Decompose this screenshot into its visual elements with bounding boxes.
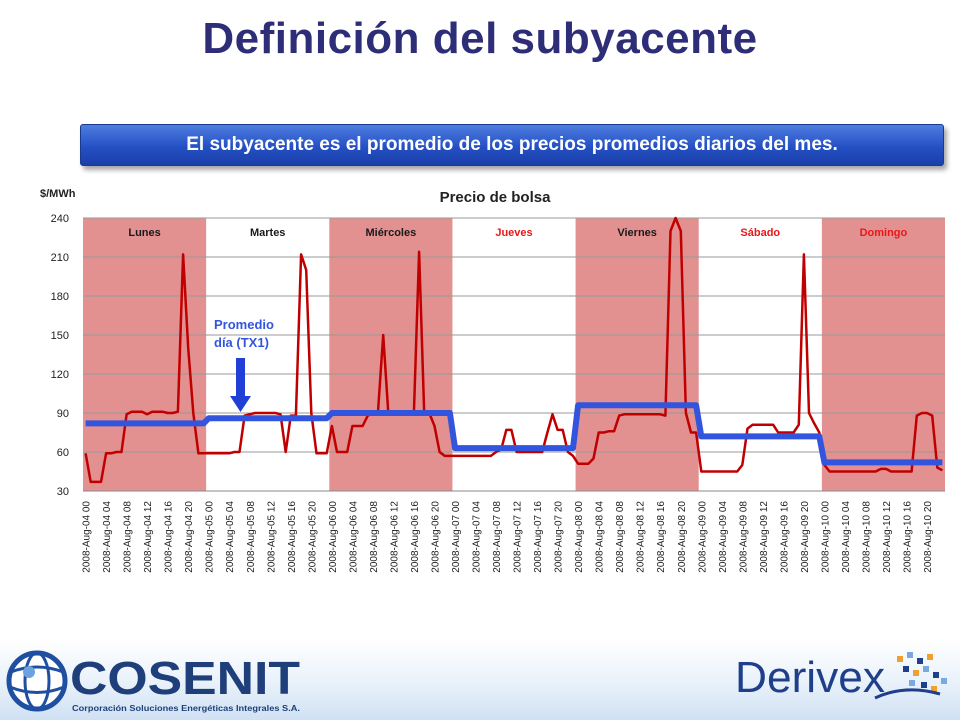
derivex-name: Derivex bbox=[735, 653, 885, 702]
x-tick-label: 2008-Aug-05 12 bbox=[266, 501, 277, 573]
grid-lines bbox=[83, 217, 945, 492]
y-tick-label: 240 bbox=[51, 213, 69, 225]
y-tick-label: 60 bbox=[57, 447, 69, 459]
down-arrow-icon bbox=[230, 358, 251, 412]
x-tick-label: 2008-Aug-04 12 bbox=[143, 501, 154, 573]
x-tick-label: 2008-Aug-06 12 bbox=[389, 501, 400, 573]
x-tick-label: 2008-Aug-10 00 bbox=[820, 501, 831, 573]
x-tick-label: 2008-Aug-07 12 bbox=[513, 501, 524, 573]
x-tick-label: 2008-Aug-07 04 bbox=[472, 501, 483, 573]
swoosh-icon bbox=[874, 688, 941, 700]
x-tick-label: 2008-Aug-08 00 bbox=[574, 501, 585, 573]
annotation-line2: día (TX1) bbox=[214, 335, 269, 350]
subtitle-banner-text: El subyacente es el promedio de los prec… bbox=[186, 134, 838, 155]
x-tick-label: 2008-Aug-08 04 bbox=[595, 501, 606, 573]
day-label: Sábado bbox=[740, 227, 780, 239]
derivex-logo: Derivex bbox=[735, 652, 947, 702]
x-tick-label: 2008-Aug-08 20 bbox=[677, 501, 688, 573]
x-tick-label: 2008-Aug-06 04 bbox=[348, 501, 359, 573]
x-tick-label: 2008-Aug-09 00 bbox=[697, 501, 708, 573]
y-tick-label: 90 bbox=[57, 408, 69, 420]
day-label: Jueves bbox=[495, 227, 532, 239]
x-tick-label: 2008-Aug-07 16 bbox=[533, 501, 544, 573]
x-tick-label: 2008-Aug-10 04 bbox=[841, 501, 852, 573]
x-tick-label: 2008-Aug-05 00 bbox=[205, 501, 216, 573]
x-tick-label: 2008-Aug-06 20 bbox=[430, 501, 441, 573]
x-tick-label: 2008-Aug-05 08 bbox=[246, 501, 257, 573]
annotation-line1: Promedio bbox=[214, 317, 274, 332]
price-line bbox=[84, 216, 943, 484]
cosenit-name: COSENIT bbox=[70, 652, 300, 704]
x-tick-label: 2008-Aug-07 20 bbox=[554, 501, 565, 573]
subtitle-banner: El subyacente es el promedio de los prec… bbox=[80, 124, 944, 166]
day-label: Martes bbox=[250, 227, 285, 239]
day-labels: Lunes Martes Miércoles Jueves Viernes Sábado D… bbox=[128, 227, 907, 239]
x-tick-label: 2008-Aug-05 04 bbox=[225, 501, 236, 573]
x-tick-label: 2008-Aug-06 00 bbox=[328, 501, 339, 573]
day-band bbox=[329, 218, 453, 491]
x-tick-label: 2008-Aug-10 20 bbox=[923, 501, 934, 573]
x-tick-label: 2008-Aug-10 12 bbox=[882, 501, 893, 573]
x-tick-label: 2008-Aug-07 00 bbox=[451, 501, 462, 573]
x-tick-label: 2008-Aug-05 16 bbox=[287, 501, 298, 573]
x-tick-label: 2008-Aug-09 20 bbox=[800, 501, 811, 573]
x-tick-label: 2008-Aug-04 04 bbox=[102, 501, 113, 573]
x-tick-label: 2008-Aug-09 04 bbox=[718, 501, 729, 573]
y-tick-labels: 30 60 90 120 150 180 210 240 bbox=[51, 213, 69, 498]
x-tick-label: 2008-Aug-08 12 bbox=[636, 501, 647, 573]
x-tick-label: 2008-Aug-08 08 bbox=[615, 501, 626, 573]
day-label: Domingo bbox=[860, 227, 908, 239]
day-label: Miércoles bbox=[365, 227, 416, 239]
y-tick-label: 180 bbox=[51, 291, 69, 303]
day-band bbox=[821, 218, 945, 491]
y-tick-label: 210 bbox=[51, 252, 69, 264]
x-tick-label: 2008-Aug-10 08 bbox=[861, 501, 872, 573]
cosenit-logo: COSENIT Corporación Soluciones Energétic… bbox=[6, 650, 300, 713]
x-tick-label: 2008-Aug-06 16 bbox=[410, 501, 421, 573]
x-tick-label: 2008-Aug-10 16 bbox=[903, 501, 914, 573]
x-tick-label: 2008-Aug-09 08 bbox=[738, 501, 749, 573]
footer-band bbox=[0, 640, 960, 720]
x-tick-labels: 2008-Aug-04 00 2008-Aug-04 04 2008-Aug-04 … bbox=[82, 501, 934, 573]
y-tick-label: 30 bbox=[57, 486, 69, 498]
chart-title: Precio de bolsa bbox=[440, 189, 552, 206]
x-tick-label: 2008-Aug-09 16 bbox=[779, 501, 790, 573]
y-axis-label: $/MWh bbox=[40, 188, 76, 200]
average-line bbox=[85, 402, 943, 466]
x-tick-label: 2008-Aug-09 12 bbox=[759, 501, 770, 573]
x-tick-label: 2008-Aug-06 08 bbox=[369, 501, 380, 573]
x-tick-label: 2008-Aug-04 20 bbox=[184, 501, 195, 573]
x-tick-label: 2008-Aug-04 00 bbox=[82, 501, 93, 573]
day-label: Lunes bbox=[128, 227, 160, 239]
slide-title: Definición del subyacente bbox=[202, 14, 758, 63]
y-tick-label: 150 bbox=[51, 330, 69, 342]
day-band bbox=[83, 218, 207, 491]
day-label: Viernes bbox=[617, 227, 657, 239]
x-tick-label: 2008-Aug-08 16 bbox=[656, 501, 667, 573]
globe-icon bbox=[6, 650, 68, 712]
y-tick-label: 120 bbox=[51, 369, 69, 381]
x-tick-label: 2008-Aug-04 16 bbox=[164, 501, 175, 573]
x-tick-label: 2008-Aug-05 20 bbox=[307, 501, 318, 573]
dots-grid-icon bbox=[897, 652, 947, 692]
day-bands bbox=[83, 218, 945, 491]
cosenit-subtitle: Corporación Soluciones Energéticas Integ… bbox=[72, 703, 300, 713]
x-tick-label: 2008-Aug-04 08 bbox=[123, 501, 134, 573]
x-tick-label: 2008-Aug-07 08 bbox=[492, 501, 503, 573]
